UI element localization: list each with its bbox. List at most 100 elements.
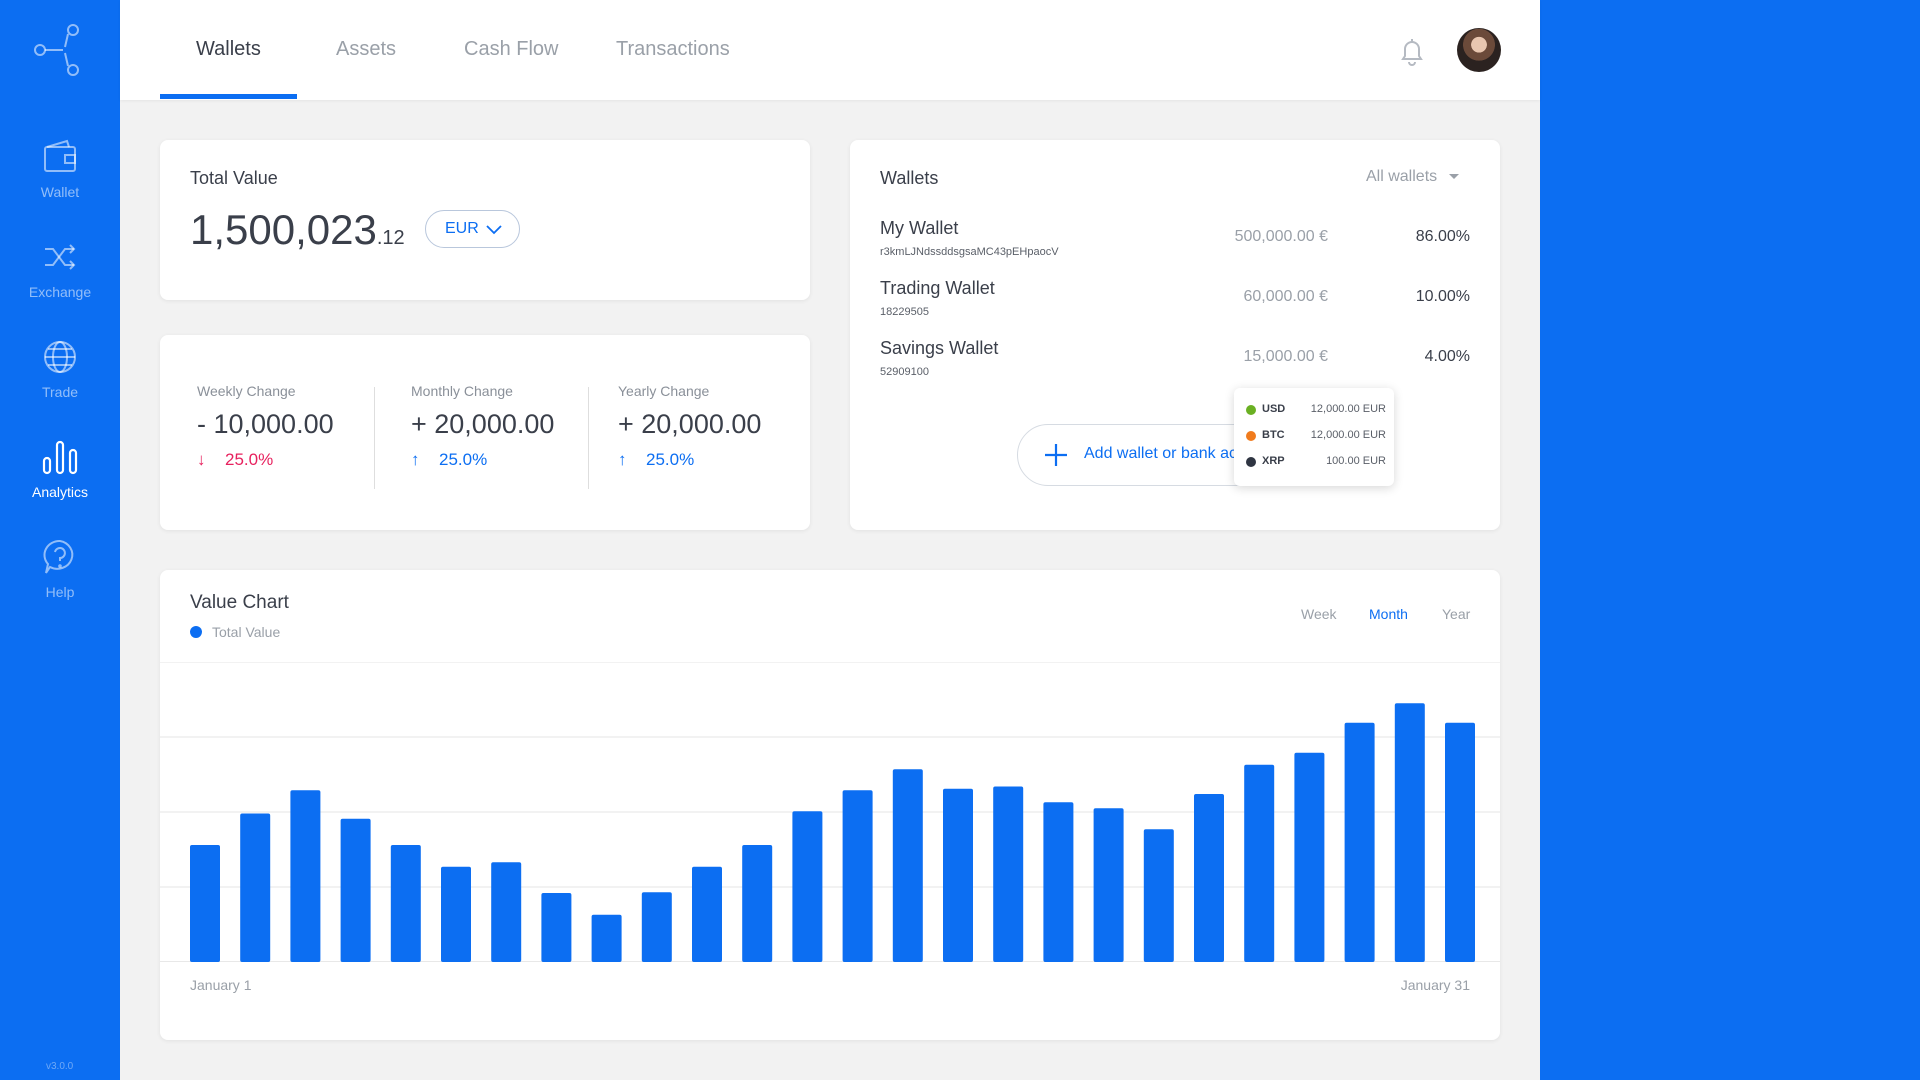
wallet-row[interactable]: Savings Wallet 52909100 15,000.00 € 4.00… [880, 338, 1470, 384]
tab-assets[interactable]: Assets [336, 38, 397, 60]
usd-dot [1246, 405, 1256, 415]
sidebar: Wallet Exchange Trade Analytics Help v3.… [0, 0, 120, 1080]
legend-dot [190, 626, 202, 638]
sidebar-item-exchange[interactable]: Exchange [0, 238, 120, 318]
chart-bar[interactable] [1093, 808, 1124, 962]
divider [588, 387, 589, 489]
chart-bar[interactable] [1445, 722, 1475, 962]
legend-label: Total Value [212, 624, 281, 640]
chart-bar[interactable] [943, 788, 973, 962]
chart-bar[interactable] [591, 914, 622, 962]
chart-bar[interactable] [692, 866, 722, 962]
wallet-amount: 15,000.00 € [1243, 348, 1328, 365]
change-percent-row: ↓ 25.0% [197, 450, 334, 470]
wallet-percent: 86.00% [1415, 228, 1470, 245]
bar-chart-icon [42, 440, 78, 475]
caret-down-icon [1449, 174, 1460, 180]
btc-dot [1246, 431, 1256, 441]
wallets-title: Wallets [880, 168, 939, 188]
wallets-card: Wallets All wallets My Wallet r3kmLJNdss… [850, 140, 1500, 530]
wallet-address: r3kmLJNdssddsgsaMC43pEHpaocV [880, 246, 1059, 258]
arrow-up-icon: ↑ [411, 450, 420, 469]
wallet-filter-dropdown[interactable]: All wallets [1366, 168, 1460, 186]
chart-bar[interactable] [993, 786, 1024, 963]
chart-bar[interactable] [240, 813, 271, 963]
chart-bar[interactable] [390, 845, 421, 962]
total-value-title: Total Value [190, 168, 278, 188]
wallet-row[interactable]: My Wallet r3kmLJNdssddsgsaMC43pEHpaocV 5… [880, 218, 1470, 264]
chart-bar[interactable] [1043, 802, 1074, 962]
chart-bar[interactable] [842, 790, 873, 962]
tooltip-value: 12,000.00 EUR [1310, 429, 1386, 441]
chart-bar[interactable] [792, 811, 823, 962]
chart-bar[interactable] [541, 893, 572, 962]
chart-bar[interactable] [340, 818, 371, 962]
x-axis-start-label: January 1 [190, 977, 252, 993]
divider [374, 387, 375, 489]
total-value-decimal: .12 [376, 227, 405, 249]
change-value: + 20,000.00 [411, 409, 555, 439]
wallet-percent: 10.00% [1415, 288, 1470, 305]
chart-bar[interactable] [190, 845, 220, 962]
period-month[interactable]: Month [1369, 606, 1408, 622]
chart-bar[interactable] [1143, 829, 1174, 962]
wallet-name: My Wallet [880, 218, 959, 238]
wallet-name: Savings Wallet [880, 338, 999, 358]
total-value-card: Total Value 1,500,023.12 EUR [160, 140, 810, 300]
chart-bar[interactable] [641, 892, 672, 962]
chart-bar[interactable] [892, 769, 923, 962]
avatar[interactable] [1457, 28, 1501, 72]
bell-icon[interactable] [1398, 36, 1426, 66]
change-title: Weekly Change [197, 383, 296, 399]
tab-wallets[interactable]: Wallets [196, 38, 261, 60]
value-chart-title: Value Chart [190, 592, 289, 613]
sidebar-item-help[interactable]: Help [0, 538, 120, 618]
change-percent: 25.0% [646, 450, 695, 469]
change-title: Monthly Change [411, 383, 513, 399]
tooltip-value: 100.00 EUR [1326, 455, 1386, 467]
chart-bar[interactable] [290, 790, 321, 962]
logo-icon[interactable] [28, 22, 88, 78]
tab-cash-flow[interactable]: Cash Flow [464, 38, 559, 60]
wallet-percent: 4.00% [1424, 348, 1470, 365]
globe-icon [44, 341, 76, 373]
monthly-change: Monthly Change + 20,000.00 ↑ 25.0% [411, 383, 554, 470]
chart-bar[interactable] [1194, 794, 1224, 962]
tooltip-value: 12,000.00 EUR [1310, 403, 1386, 415]
top-bar: Wallets Assets Cash Flow Transactions [120, 0, 1540, 100]
chart-bar[interactable] [441, 866, 471, 962]
tab-transactions[interactable]: Transactions [616, 38, 730, 60]
sidebar-item-label: Exchange [28, 284, 92, 300]
wallet-address: 52909100 [880, 366, 929, 378]
tooltip-symbol: BTC [1262, 429, 1285, 441]
arrow-up-icon: ↑ [618, 450, 627, 469]
wallet-address: 18229505 [880, 306, 929, 318]
period-year[interactable]: Year [1442, 606, 1471, 622]
sidebar-item-label: Wallet [40, 184, 80, 200]
wallet-row[interactable]: Trading Wallet 18229505 60,000.00 € 10.0… [880, 278, 1470, 324]
tooltip-row: USD 12,000.00 EUR [1246, 402, 1386, 418]
value-chart-card: Value Chart Total Value Week Month Year … [160, 570, 1500, 1040]
wallet-filter-value: All wallets [1366, 168, 1438, 185]
sidebar-item-wallet[interactable]: Wallet [0, 138, 120, 218]
tooltip-row: BTC 12,000.00 EUR [1246, 428, 1386, 444]
arrow-down-icon: ↓ [197, 450, 206, 469]
chart-bar[interactable] [742, 845, 773, 962]
chart-bar[interactable] [1394, 703, 1425, 962]
x-axis-end-label: January 31 [1400, 977, 1470, 993]
tooltip-symbol: USD [1262, 403, 1286, 415]
chart-bar[interactable] [1344, 722, 1375, 962]
wallet-amount: 60,000.00 € [1243, 288, 1328, 305]
chart-bar[interactable] [1294, 752, 1325, 962]
currency-select[interactable]: EUR [425, 210, 520, 248]
sidebar-item-trade[interactable]: Trade [0, 338, 120, 418]
sidebar-item-analytics[interactable]: Analytics [0, 438, 120, 518]
wallet-breakdown-tooltip: USD 12,000.00 EUR BTC 12,000.00 EUR XRP … [1234, 388, 1394, 486]
change-percent: 25.0% [439, 450, 488, 469]
chart-bar[interactable] [1244, 764, 1275, 962]
wallet-icon [44, 139, 76, 172]
xrp-dot [1246, 457, 1256, 467]
period-week[interactable]: Week [1301, 606, 1337, 622]
chart-bar[interactable] [491, 862, 522, 962]
change-value: + 20,000.00 [618, 409, 762, 439]
